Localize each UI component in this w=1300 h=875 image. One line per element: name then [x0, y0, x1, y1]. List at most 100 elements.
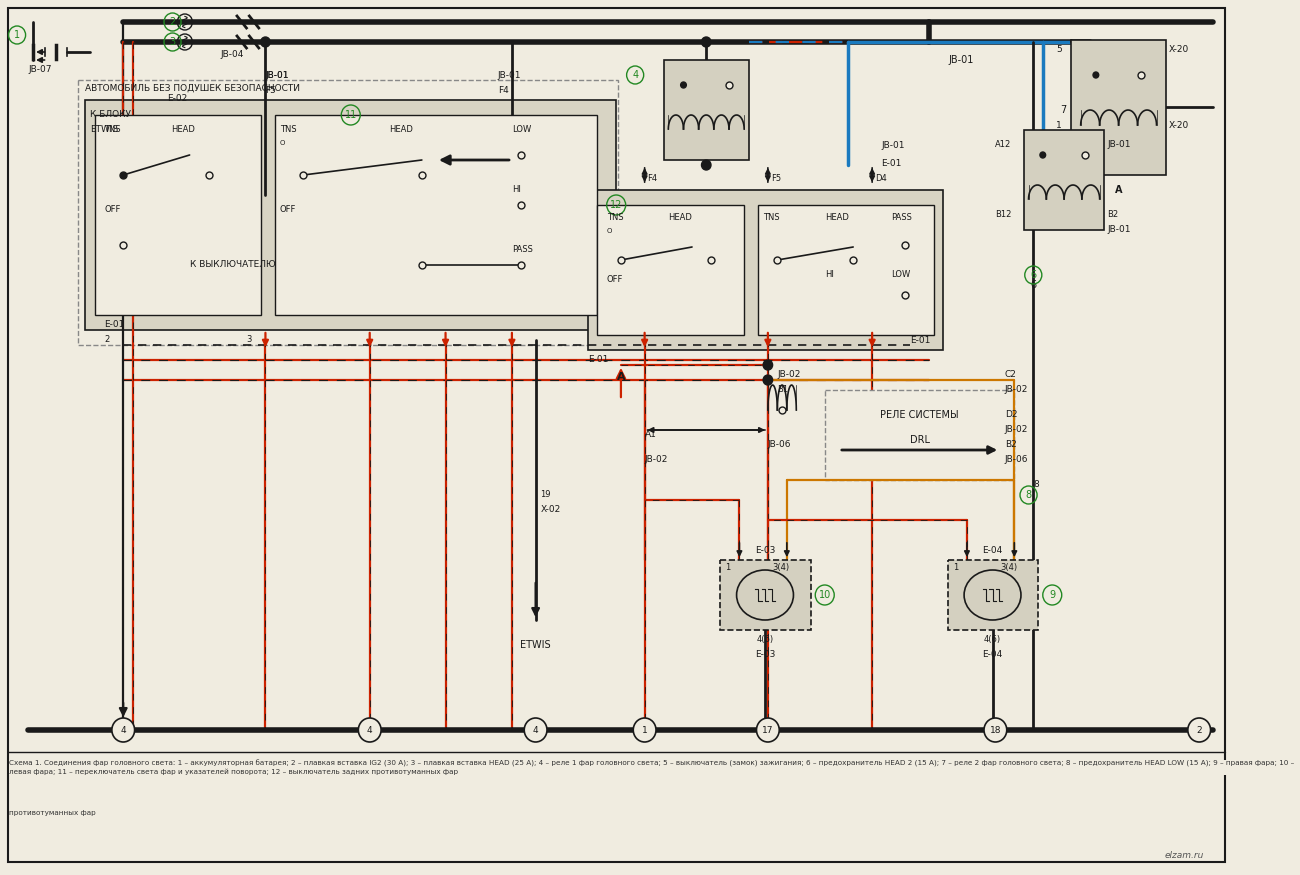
Text: TNS: TNS	[607, 213, 623, 222]
Text: Схема 1. Соединения фар головного света: 1 – аккумуляторная батарея; 2 – плавкая: Схема 1. Соединения фар головного света:…	[9, 760, 1295, 775]
Circle shape	[702, 38, 710, 46]
Text: 1: 1	[725, 563, 731, 572]
Text: elzam.ru: elzam.ru	[1165, 851, 1204, 860]
Circle shape	[984, 718, 1006, 742]
Text: 4: 4	[367, 725, 373, 734]
Text: C2: C2	[1005, 370, 1017, 379]
Circle shape	[1188, 718, 1210, 742]
Text: B2: B2	[1108, 210, 1118, 219]
Bar	[78, 80, 618, 345]
Text: X-20: X-20	[1169, 121, 1190, 130]
Text: JB-06: JB-06	[1005, 455, 1028, 464]
Text: JB-02: JB-02	[1005, 385, 1028, 394]
Bar	[86, 100, 616, 330]
Circle shape	[702, 160, 711, 170]
Text: К ВЫКЛЮЧАТЕЛЮ: К ВЫКЛЮЧАТЕЛЮ	[190, 260, 276, 269]
Text: 4(6): 4(6)	[757, 635, 773, 644]
Text: 1: 1	[642, 725, 647, 734]
Text: B2: B2	[1005, 440, 1017, 449]
Bar	[824, 390, 1014, 480]
Text: DRL: DRL	[910, 435, 929, 445]
Circle shape	[633, 718, 656, 742]
Text: JB-01: JB-01	[265, 71, 289, 80]
Text: 9: 9	[1049, 590, 1056, 600]
Bar	[597, 205, 744, 335]
Text: A: A	[1115, 185, 1122, 195]
Text: HEAD: HEAD	[170, 125, 195, 134]
Text: 1: 1	[1056, 121, 1062, 130]
Circle shape	[524, 718, 547, 742]
Circle shape	[1040, 152, 1045, 158]
Text: JB-01: JB-01	[948, 55, 974, 65]
Text: E-03: E-03	[755, 650, 775, 659]
Text: 18: 18	[989, 725, 1001, 734]
Text: E-04: E-04	[983, 650, 1002, 659]
Text: HI: HI	[824, 270, 833, 279]
Text: JB-06: JB-06	[768, 440, 792, 449]
Text: D4: D4	[875, 173, 887, 183]
Text: АВТОМОБИЛЬ БЕЗ ПОДУШЕК БЕЗОПАСНОСТИ: АВТОМОБИЛЬ БЕЗ ПОДУШЕК БЕЗОПАСНОСТИ	[86, 84, 300, 93]
Text: PASS: PASS	[891, 213, 913, 222]
Circle shape	[261, 37, 270, 47]
Bar	[274, 115, 597, 315]
Text: JB-02: JB-02	[777, 370, 801, 379]
Text: F4: F4	[647, 173, 658, 183]
Text: 4: 4	[632, 70, 638, 80]
Text: X-20: X-20	[1169, 45, 1190, 54]
Text: 5: 5	[1056, 45, 1062, 54]
Text: 4: 4	[533, 725, 538, 734]
Text: E-01: E-01	[588, 355, 608, 364]
Text: 2: 2	[169, 17, 176, 27]
Text: E-02: E-02	[168, 94, 187, 103]
Text: 4: 4	[121, 725, 126, 734]
Circle shape	[359, 718, 381, 742]
Text: 10: 10	[819, 590, 831, 600]
Text: 17: 17	[762, 725, 774, 734]
Text: F5: F5	[771, 173, 781, 183]
Text: 19: 19	[541, 490, 551, 499]
Text: РЕЛЕ СИСТЕМЫ: РЕЛЕ СИСТЕМЫ	[880, 410, 959, 420]
Text: 3(4): 3(4)	[772, 563, 789, 572]
Text: HEAD: HEAD	[668, 213, 692, 222]
Text: E-01: E-01	[910, 335, 931, 345]
Text: 8: 8	[1034, 480, 1039, 489]
Text: К БЛОКУ: К БЛОКУ	[90, 110, 131, 119]
Text: A1: A1	[645, 430, 656, 439]
Text: F5: F5	[265, 86, 277, 95]
Text: JB-02: JB-02	[645, 455, 668, 464]
Text: 6: 6	[1030, 280, 1036, 290]
Circle shape	[702, 37, 711, 47]
Text: 12: 12	[610, 200, 623, 210]
Circle shape	[757, 718, 779, 742]
Bar	[1071, 40, 1166, 175]
Bar	[758, 205, 933, 335]
Text: TNS: TNS	[763, 213, 780, 222]
Text: 4(6): 4(6)	[984, 635, 1001, 644]
Text: HEAD: HEAD	[389, 125, 412, 134]
Text: OFF: OFF	[607, 275, 623, 284]
Text: JB-07: JB-07	[29, 65, 52, 74]
Text: B12: B12	[996, 210, 1011, 219]
Text: 1: 1	[953, 563, 958, 572]
Text: A: A	[616, 372, 625, 382]
Text: JB-01: JB-01	[265, 71, 289, 80]
Text: A12: A12	[996, 140, 1011, 149]
Text: 3(4): 3(4)	[1000, 563, 1017, 572]
Bar	[663, 60, 749, 160]
Circle shape	[1093, 72, 1098, 78]
Text: JB-01: JB-01	[1108, 140, 1131, 149]
Text: LOW: LOW	[891, 270, 910, 279]
Text: JB-01: JB-01	[498, 71, 521, 80]
Bar	[948, 560, 1037, 630]
Text: 1: 1	[14, 30, 20, 40]
Text: JB-02: JB-02	[1005, 425, 1028, 434]
Text: TNS: TNS	[280, 125, 296, 134]
Text: JB-04: JB-04	[221, 50, 244, 59]
Text: PASS: PASS	[512, 245, 533, 254]
Text: O: O	[280, 140, 285, 146]
Circle shape	[763, 375, 772, 385]
Circle shape	[681, 82, 686, 88]
Text: LOW: LOW	[512, 125, 532, 134]
Text: HI: HI	[512, 185, 521, 194]
Text: E-01: E-01	[104, 320, 125, 329]
